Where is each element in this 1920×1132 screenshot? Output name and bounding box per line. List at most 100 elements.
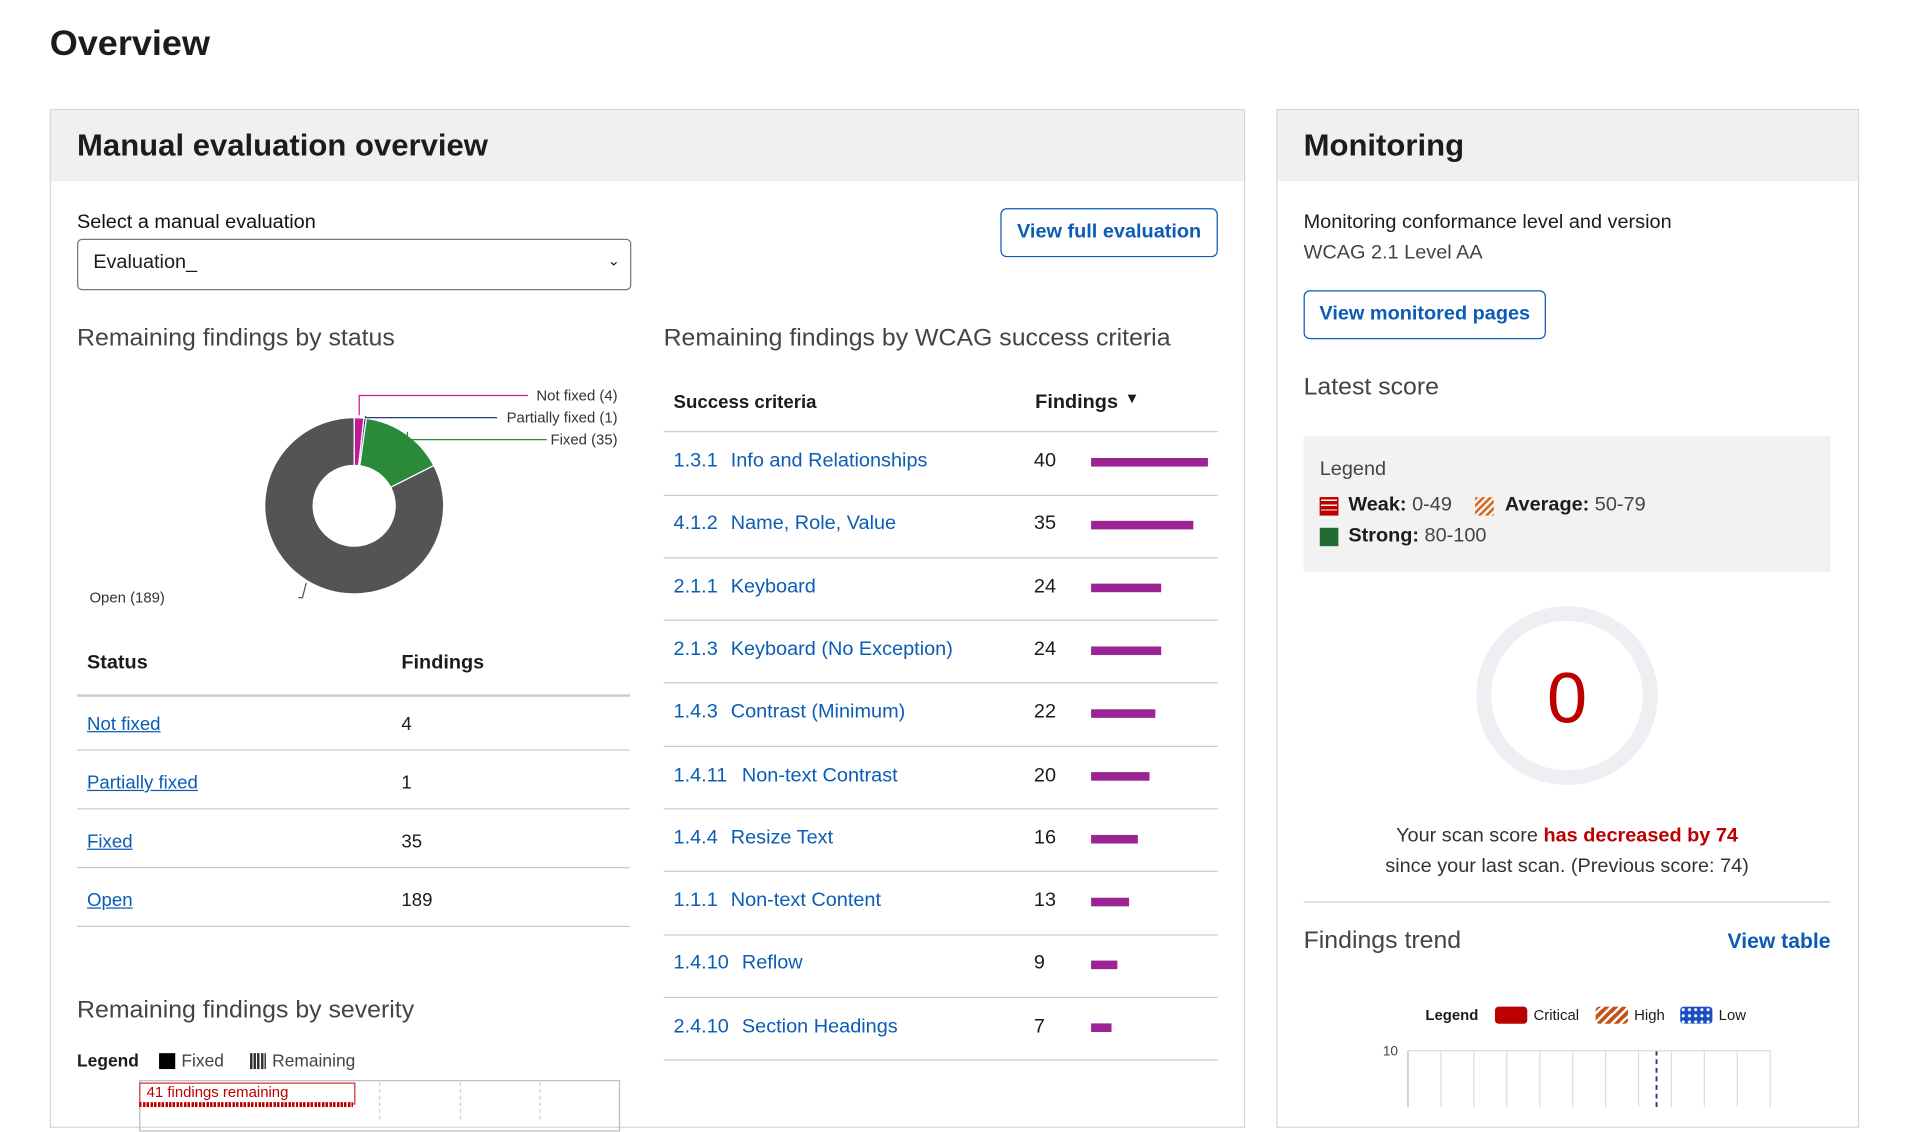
finding-count: 13: [1033, 890, 1057, 912]
criteria-id[interactable]: 2.4.10: [673, 1016, 729, 1037]
conformance-value: WCAG 2.1 Level AA: [1303, 242, 1483, 264]
score-ring: [1476, 606, 1658, 785]
divider: [663, 431, 1218, 433]
pie-slice: [264, 416, 445, 595]
criteria-name[interactable]: Reflow: [741, 953, 803, 975]
criteria-name[interactable]: Resize Text: [730, 827, 834, 849]
criteria-id[interactable]: 1.3.1: [673, 450, 718, 472]
finding-count: 24: [1033, 576, 1057, 598]
view-monitored-pages[interactable]: View monitored pages: [1303, 290, 1546, 340]
criteria-id[interactable]: 1.4.3: [673, 701, 718, 723]
divider: [663, 619, 1218, 621]
select-label: Select a manual evaluation: [77, 211, 316, 233]
divider: [663, 871, 1218, 873]
criteria-name[interactable]: Name, Role, Value: [730, 513, 897, 535]
criteria-id[interactable]: 2.1.3: [673, 639, 718, 660]
section-title: Latest score: [1303, 373, 1439, 401]
table-header: Findings: [401, 652, 485, 674]
criteria-name[interactable]: Keyboard (No Exception): [730, 639, 953, 660]
criteria-name[interactable]: Section Headings: [741, 1016, 898, 1037]
legend-swatch: [249, 1053, 266, 1070]
data-label: Fixed (35): [551, 433, 618, 449]
legend-name: Average:: [1504, 494, 1590, 516]
annotation: 41 findings remaining: [146, 1083, 289, 1101]
divider: [77, 867, 631, 869]
leader-line: [364, 415, 498, 419]
criteria-name[interactable]: Info and Relationships: [730, 450, 928, 472]
criteria-id[interactable]: 1.4.10: [673, 953, 729, 975]
criteria-name[interactable]: Contrast (Minimum): [730, 701, 906, 723]
legend-swatch: [1595, 1006, 1628, 1024]
divider: [663, 745, 1218, 747]
view-table[interactable]: View table: [1727, 929, 1831, 953]
score-text: since your last scan. (Previous score: 7…: [1385, 855, 1749, 877]
score-message: Your scan score has decreased by 74: [1394, 820, 1739, 851]
legend-range: 50-79: [1594, 494, 1646, 516]
table-header[interactable]: Findings: [1035, 391, 1119, 413]
select[interactable]: Evaluation_ ⌄: [77, 238, 632, 291]
view-full-evaluation[interactable]: View full evaluation: [1000, 208, 1218, 258]
status-link[interactable]: Not fixed: [86, 713, 161, 735]
bar: [1091, 834, 1138, 844]
criteria-name[interactable]: Non-text Content: [730, 890, 882, 912]
divider: [77, 808, 631, 810]
criteria-id[interactable]: 4.1.2: [673, 513, 718, 535]
panel-title: Manual evaluation overview: [77, 128, 488, 163]
legend-title: Legend: [77, 1050, 139, 1071]
divider: [77, 925, 631, 928]
divider: [663, 996, 1218, 998]
legend-name: Strong:: [1348, 525, 1420, 547]
criteria-id[interactable]: 1.1.1: [673, 890, 718, 912]
criteria-id[interactable]: 2.1.1: [673, 576, 718, 598]
divider: [77, 694, 631, 697]
finding-count: 35: [1033, 513, 1057, 535]
criteria-name[interactable]: Non-text Contrast: [741, 764, 898, 786]
divider: [663, 808, 1218, 810]
finding-count: 20: [1033, 764, 1057, 786]
y-tick-label: 10: [1383, 1044, 1399, 1059]
data-label: Open (189): [89, 591, 164, 607]
grid-line: [539, 1082, 541, 1120]
legend-label: Fixed: [181, 1050, 224, 1071]
grid-line: [379, 1082, 381, 1120]
score-change: has decreased by 74: [1543, 825, 1738, 847]
charts: Not fixed (4) Partially fixed (1) Fixed (3…: [89, 389, 1771, 1108]
bar: [1091, 1023, 1112, 1032]
criteria-name[interactable]: Keyboard: [730, 576, 816, 598]
status-link[interactable]: Fixed: [86, 831, 133, 853]
divider: [663, 494, 1218, 496]
legend-swatch: [1319, 497, 1339, 516]
bar: [1091, 520, 1194, 530]
select-value: Evaluation_: [93, 252, 198, 274]
status-link[interactable]: Partially fixed: [86, 772, 198, 794]
divider: [663, 556, 1218, 559]
legend-label: Low: [1718, 1006, 1747, 1024]
finding-count: 9: [1033, 953, 1045, 975]
bar: [1091, 897, 1130, 907]
bar: [1091, 583, 1162, 593]
criteria-id[interactable]: 1.4.11: [673, 764, 728, 786]
finding-count: 24: [1033, 639, 1057, 660]
divider: [663, 1059, 1218, 1061]
cell: 4: [401, 713, 412, 735]
select-arrow: ⌄: [607, 252, 621, 270]
criteria-id[interactable]: 1.4.4: [673, 827, 718, 849]
section-title: Remaining findings by severity: [77, 996, 415, 1024]
cell: 189: [401, 890, 433, 912]
legend-range: 0-49: [1412, 494, 1452, 516]
divider: [663, 933, 1218, 936]
legend-item: Weak: 0-49: [1348, 495, 1452, 517]
manual-panel: [49, 108, 1246, 1128]
legend-label: Remaining: [272, 1050, 356, 1071]
bar: [1091, 960, 1118, 970]
grid-line: [459, 1082, 462, 1120]
conformance-label: Monitoring conformance level and version: [1303, 211, 1672, 233]
panel-header: [1277, 110, 1858, 182]
divider: [663, 682, 1218, 684]
status-link[interactable]: Open: [86, 890, 133, 912]
divider: [1303, 901, 1831, 903]
legend-label: Critical: [1533, 1006, 1580, 1024]
sort-arrow[interactable]: ▼: [1124, 389, 1140, 407]
score-legend: [1303, 435, 1831, 572]
legend-swatch: [159, 1053, 176, 1070]
